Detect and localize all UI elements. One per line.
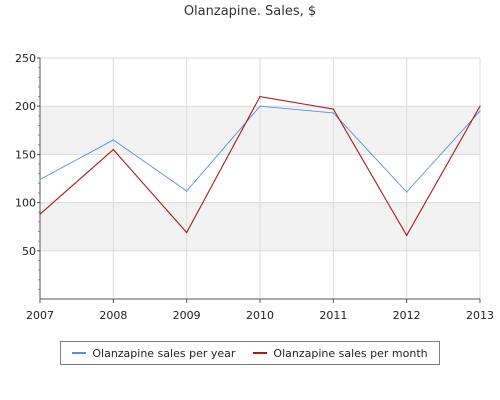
series-1-point xyxy=(406,191,408,193)
x-tick-label: 2013 xyxy=(466,309,494,322)
series-1-point xyxy=(259,105,261,107)
x-tick-label: 2011 xyxy=(319,309,347,322)
series-1-point xyxy=(39,178,41,181)
y-tick-label: 150 xyxy=(15,148,36,161)
series-2-point xyxy=(186,231,188,234)
y-tick-label: 250 xyxy=(15,52,36,65)
x-tick-label: 2009 xyxy=(173,309,201,322)
y-tick-label: 100 xyxy=(15,197,36,210)
chart-legend: Olanzapine sales per year Olanzapine sal… xyxy=(60,341,440,365)
series-2-point xyxy=(332,108,334,110)
x-tick-label: 2008 xyxy=(99,309,127,322)
legend-swatch-series-2 xyxy=(253,352,268,354)
legend-swatch-series-1 xyxy=(72,352,87,354)
chart-title: Olanzapine. Sales, $ xyxy=(183,4,317,19)
legend-item-series-1: Olanzapine sales per year xyxy=(72,347,235,360)
series-1-point xyxy=(186,190,188,192)
x-tick-label: 2007 xyxy=(26,309,54,322)
series-1-point xyxy=(479,110,481,112)
series-2-point xyxy=(259,95,261,98)
y-tick-label: 50 xyxy=(22,245,36,258)
x-tick-label: 2012 xyxy=(393,309,421,322)
legend-label-series-2: Olanzapine sales per month xyxy=(273,346,428,360)
series-2-point xyxy=(112,148,114,151)
series-2-point xyxy=(479,105,481,107)
series-2-point xyxy=(406,234,408,236)
series-1-point xyxy=(332,112,334,114)
series-2-point xyxy=(39,213,41,215)
legend-item-series-2: Olanzapine sales per month xyxy=(253,346,428,360)
y-tick-label: 200 xyxy=(15,100,36,113)
series-1-point xyxy=(112,139,114,141)
x-tick-label: 2010 xyxy=(246,309,274,322)
legend-label-series-1: Olanzapine sales per year xyxy=(92,346,236,360)
